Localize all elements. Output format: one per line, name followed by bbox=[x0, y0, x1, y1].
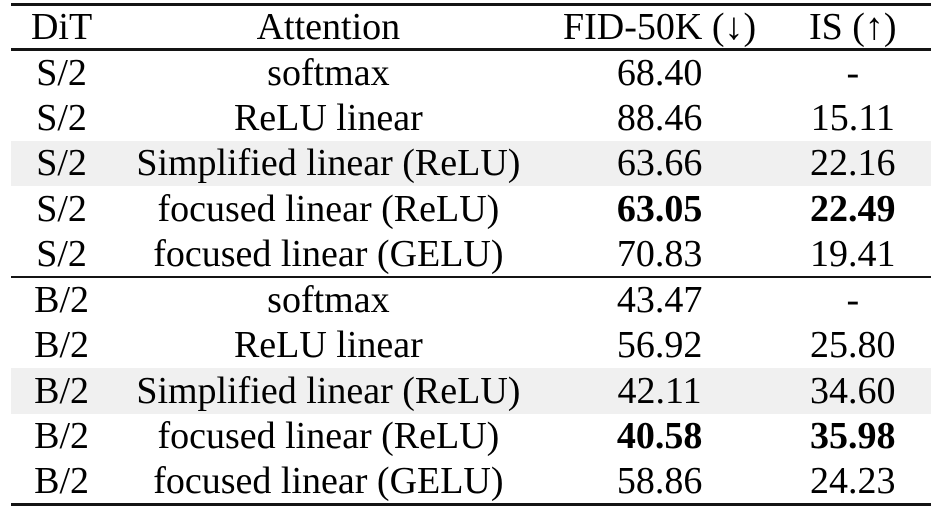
cell-is: 24.23 bbox=[810, 460, 896, 502]
cell-attention: softmax bbox=[267, 52, 390, 94]
cell-attention: Simplified linear (ReLU) bbox=[136, 369, 521, 412]
table-row: S/2 softmax 68.40 - bbox=[11, 50, 931, 96]
cell-fid: 63.66 bbox=[616, 142, 703, 185]
column-header-attention: Attention bbox=[112, 4, 545, 51]
cell-attention: softmax bbox=[112, 276, 545, 323]
results-table-container: DiT Attention FID-50K (↓) IS (↑) S/2 sof… bbox=[11, 3, 931, 506]
attention-comparison-table: DiT Attention FID-50K (↓) IS (↑) S/2 sof… bbox=[11, 3, 931, 506]
cell-dit: S/2 bbox=[36, 52, 87, 94]
table-row-highlighted: B/2 Simplified linear (ReLU) 42.11 34.60 bbox=[11, 368, 931, 414]
cell-is: - bbox=[774, 276, 931, 323]
cell-fid: 56.92 bbox=[616, 324, 703, 367]
section-b2: B/2 softmax 43.47 - B/2 ReLU linear 56.9… bbox=[11, 276, 931, 505]
cell-dit: B/2 bbox=[34, 369, 90, 412]
table-row: B/2 softmax 43.47 - bbox=[11, 276, 931, 323]
cell-fid: 70.83 bbox=[616, 232, 703, 275]
table-row: B/2 ReLU linear 56.92 25.80 bbox=[11, 323, 931, 369]
cell-attention: Simplified linear (ReLU) bbox=[136, 142, 521, 185]
cell-is: 19.41 bbox=[810, 232, 896, 275]
cell-is: 34.60 bbox=[810, 369, 896, 412]
table-row: B/2 focused linear (ReLU) 40.58 35.98 bbox=[11, 414, 931, 460]
table-header: DiT Attention FID-50K (↓) IS (↑) bbox=[11, 4, 931, 51]
cell-fid: 58.86 bbox=[616, 460, 703, 502]
cell-dit: B/2 bbox=[34, 324, 90, 367]
section-s2: S/2 softmax 68.40 - S/2 ReLU linear 88.4… bbox=[11, 50, 931, 278]
cell-attention: ReLU linear bbox=[233, 96, 423, 139]
cell-attention: focused linear (GELU) bbox=[153, 460, 504, 502]
cell-dit: S/2 bbox=[36, 142, 87, 185]
cell-fid-best: 63.05 bbox=[616, 187, 703, 230]
cell-is: 22.16 bbox=[810, 142, 896, 185]
cell-attention: focused linear (ReLU) bbox=[157, 187, 500, 230]
cell-is: 25.80 bbox=[810, 324, 896, 367]
cell-dit: B/2 bbox=[34, 415, 90, 458]
cell-attention: focused linear (ReLU) bbox=[157, 415, 500, 458]
cell-fid: 88.46 bbox=[616, 96, 703, 139]
cell-fid: 42.11 bbox=[617, 369, 702, 412]
cell-attention: ReLU linear bbox=[233, 324, 423, 367]
table-row-highlighted: S/2 Simplified linear (ReLU) 63.66 22.16 bbox=[11, 140, 931, 186]
header-row: DiT Attention FID-50K (↓) IS (↑) bbox=[11, 4, 931, 51]
cell-dit: S/2 bbox=[36, 232, 87, 275]
cell-dit: S/2 bbox=[36, 187, 87, 230]
column-header-is: IS (↑) bbox=[774, 4, 931, 51]
cell-fid-best: 40.58 bbox=[616, 415, 703, 458]
cell-is: - bbox=[846, 52, 860, 94]
cell-attention: focused linear (GELU) bbox=[153, 232, 504, 275]
table-row: S/2 focused linear (GELU) 70.83 19.41 bbox=[11, 232, 931, 278]
column-header-dit: DiT bbox=[11, 4, 113, 51]
cell-is-best: 22.49 bbox=[810, 187, 896, 230]
column-header-fid-50k: FID-50K (↓) bbox=[544, 4, 775, 51]
cell-fid: 68.40 bbox=[616, 52, 703, 94]
cell-is-best: 35.98 bbox=[810, 415, 896, 458]
cell-dit: B/2 bbox=[11, 276, 113, 323]
table-row: B/2 focused linear (GELU) 58.86 24.23 bbox=[11, 459, 931, 505]
cell-dit: B/2 bbox=[34, 460, 90, 502]
table-row: S/2 focused linear (ReLU) 63.05 22.49 bbox=[11, 186, 931, 232]
table-row: S/2 ReLU linear 88.46 15.11 bbox=[11, 95, 931, 141]
cell-dit: S/2 bbox=[36, 96, 87, 139]
cell-is: 15.11 bbox=[810, 96, 895, 139]
cell-fid: 43.47 bbox=[544, 276, 775, 323]
